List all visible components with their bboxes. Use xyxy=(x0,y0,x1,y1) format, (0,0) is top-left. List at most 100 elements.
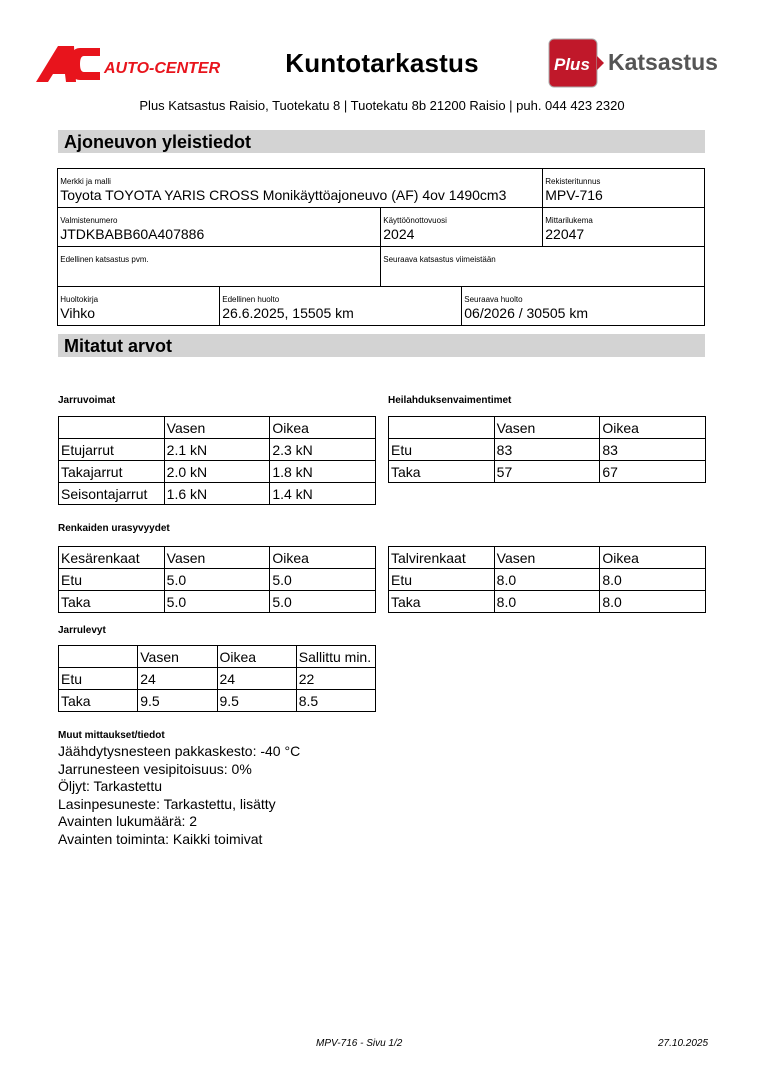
prev-inspection-field: Edellinen katsastus pvm. xyxy=(57,246,382,288)
first-use-year-field: Käyttöönottovuosi 2024 xyxy=(380,207,544,248)
table-cell: 8.0 xyxy=(599,568,706,591)
table-cell: Vasen xyxy=(163,416,271,439)
next-inspection-field: Seuraava katsastus viimeistään xyxy=(380,246,706,288)
other-line: Jarrunesteen vesipitoisuus: 0% xyxy=(58,760,252,777)
table-cell: 2.1 kN xyxy=(163,438,271,461)
table-cell: 9.5 xyxy=(216,689,297,712)
table-cell: Etu xyxy=(388,568,495,591)
next-service-field: Seuraava huolto 06/2026 / 30505 km xyxy=(461,286,706,327)
auto-center-logo: AUTO-CENTER xyxy=(36,44,226,84)
table-cell: 8.0 xyxy=(493,590,601,613)
table-cell: 2.0 kN xyxy=(163,460,271,483)
table-cell: Etu xyxy=(388,438,495,461)
table-row: Taka 8.0 8.0 xyxy=(388,590,706,613)
vin-field: Valmistenumero JTDKBABB60A407886 xyxy=(57,207,382,248)
brakes-title: Jarruvoimat xyxy=(58,395,116,406)
table-header-row: Vasen Oikea Sallittu min. xyxy=(57,645,377,668)
other-title: Muut mittaukset/tiedot xyxy=(58,730,165,741)
table-cell xyxy=(388,416,495,439)
footer-page: MPV-716 - Sivu 1/2 xyxy=(316,1038,403,1049)
brake-discs-table: Vasen Oikea Sallittu min. Etu 24 24 22 Taka 9.5 9… xyxy=(57,645,377,712)
table-row: Etu 5.0 5.0 xyxy=(58,568,376,591)
table-cell: Oikea xyxy=(216,645,297,668)
plus-katsastus-logo: Plus Katsastus xyxy=(548,38,728,90)
table-cell: Seisontajarrut xyxy=(58,482,165,505)
table-cell: 5.0 xyxy=(269,568,376,591)
table-cell: 1.8 kN xyxy=(269,460,376,483)
table-cell: Vasen xyxy=(493,416,601,439)
prev-service-field: Edellinen huolto 26.6.2025, 15505 km xyxy=(219,286,463,327)
table-row: Takajarrut 2.0 kN 1.8 kN xyxy=(58,460,376,483)
other-info-list: Jäähdytysnesteen pakkaskesto: -40 °C Jar… xyxy=(58,743,300,849)
table-cell: 24 xyxy=(137,667,218,690)
table-cell: 22 xyxy=(295,667,377,690)
table-cell: Oikea xyxy=(269,416,376,439)
table-cell: 57 xyxy=(493,460,601,483)
table-row: Etu 24 24 22 xyxy=(57,667,377,690)
section-vehicle-info: Ajoneuvon yleistiedot xyxy=(58,130,705,153)
table-cell: Kesärenkaat xyxy=(58,546,165,569)
table-cell: 2.3 kN xyxy=(269,438,376,461)
shocks-table: Vasen Oikea Etu 83 83 Taka 57 67 xyxy=(388,416,706,483)
odometer-field: Mittarilukema 22047 xyxy=(542,207,706,248)
service-book-field: Huoltokirja Vihko xyxy=(57,286,221,327)
table-cell: 5.0 xyxy=(163,568,271,591)
table-cell: 9.5 xyxy=(137,689,218,712)
table-header-row: Talvirenkaat Vasen Oikea xyxy=(388,546,706,569)
table-cell: 8.0 xyxy=(599,590,706,613)
svg-text:Plus: Plus xyxy=(554,55,590,74)
address-line: Plus Katsastus Raisio, Tuotekatu 8 | Tuo… xyxy=(139,98,625,113)
table-cell: Etu xyxy=(57,667,139,690)
brake-discs-title: Jarrulevyt xyxy=(58,625,106,636)
table-cell: 83 xyxy=(599,438,706,461)
other-line: Lasinpesuneste: Tarkastettu, lisätty xyxy=(58,795,276,812)
table-cell: 24 xyxy=(216,667,297,690)
table-cell: Etujarrut xyxy=(58,438,165,461)
registration-field: Rekisteritunnus MPV-716 xyxy=(542,168,706,209)
table-cell: 1.4 kN xyxy=(269,482,376,505)
table-cell: Vasen xyxy=(137,645,218,668)
winter-tires-table: Talvirenkaat Vasen Oikea Etu 8.0 8.0 Taka 8.0 8.… xyxy=(388,546,706,613)
table-cell xyxy=(58,416,165,439)
table-row: Etujarrut 2.1 kN 2.3 kN xyxy=(58,438,376,461)
table-cell: Takajarrut xyxy=(58,460,165,483)
summer-tires-table: Kesärenkaat Vasen Oikea Etu 5.0 5.0 Taka 5.0 5.0 xyxy=(58,546,376,613)
table-cell xyxy=(57,645,139,668)
brakes-table: Vasen Oikea Etujarrut 2.1 kN 2.3 kN Takajarru… xyxy=(58,416,376,505)
table-cell: Taka xyxy=(58,590,165,613)
table-cell: 8.5 xyxy=(295,689,377,712)
other-line: Öljyt: Tarkastettu xyxy=(58,778,163,795)
table-cell: Taka xyxy=(388,460,495,483)
table-cell: Oikea xyxy=(599,416,706,439)
table-cell: Talvirenkaat xyxy=(388,546,495,569)
table-header-row: Vasen Oikea xyxy=(388,416,706,439)
footer-date: 27.10.2025 xyxy=(658,1038,709,1049)
shocks-title: Heilahduksenvaimentimet xyxy=(388,395,512,406)
table-row: Taka 9.5 9.5 8.5 xyxy=(57,689,377,712)
table-row: Etu 8.0 8.0 xyxy=(388,568,706,591)
table-cell: Etu xyxy=(58,568,165,591)
tire-depth-title: Renkaiden urasyvyydet xyxy=(58,523,170,534)
table-cell: 83 xyxy=(493,438,601,461)
table-cell: 5.0 xyxy=(163,590,271,613)
svg-text:AUTO-CENTER: AUTO-CENTER xyxy=(103,60,221,77)
table-header-row: Vasen Oikea xyxy=(58,416,376,439)
other-line: Jäähdytysnesteen pakkaskesto: -40 °C xyxy=(58,743,301,759)
table-row: Taka 5.0 5.0 xyxy=(58,590,376,613)
table-cell: 5.0 xyxy=(269,590,376,613)
table-row: Etu 83 83 xyxy=(388,438,706,461)
table-cell: Sallittu min. xyxy=(295,645,377,668)
table-cell: Vasen xyxy=(163,546,271,569)
other-line: Avainten lukumäärä: 2 xyxy=(58,813,198,830)
section-measured-values: Mitatut arvot xyxy=(58,334,705,357)
table-cell: Oikea xyxy=(599,546,706,569)
make-model-field: Merkki ja malli Toyota TOYOTA YARIS CROSS… xyxy=(57,168,544,209)
table-cell: Taka xyxy=(388,590,495,613)
table-cell: 67 xyxy=(599,460,706,483)
table-cell: Taka xyxy=(57,689,139,712)
table-cell: 1.6 kN xyxy=(163,482,271,505)
table-row: Seisontajarrut 1.6 kN 1.4 kN xyxy=(58,482,376,505)
table-header-row: Kesärenkaat Vasen Oikea xyxy=(58,546,376,569)
table-cell: Oikea xyxy=(269,546,376,569)
other-line: Avainten toiminta: Kaikki toimivat xyxy=(58,830,263,847)
